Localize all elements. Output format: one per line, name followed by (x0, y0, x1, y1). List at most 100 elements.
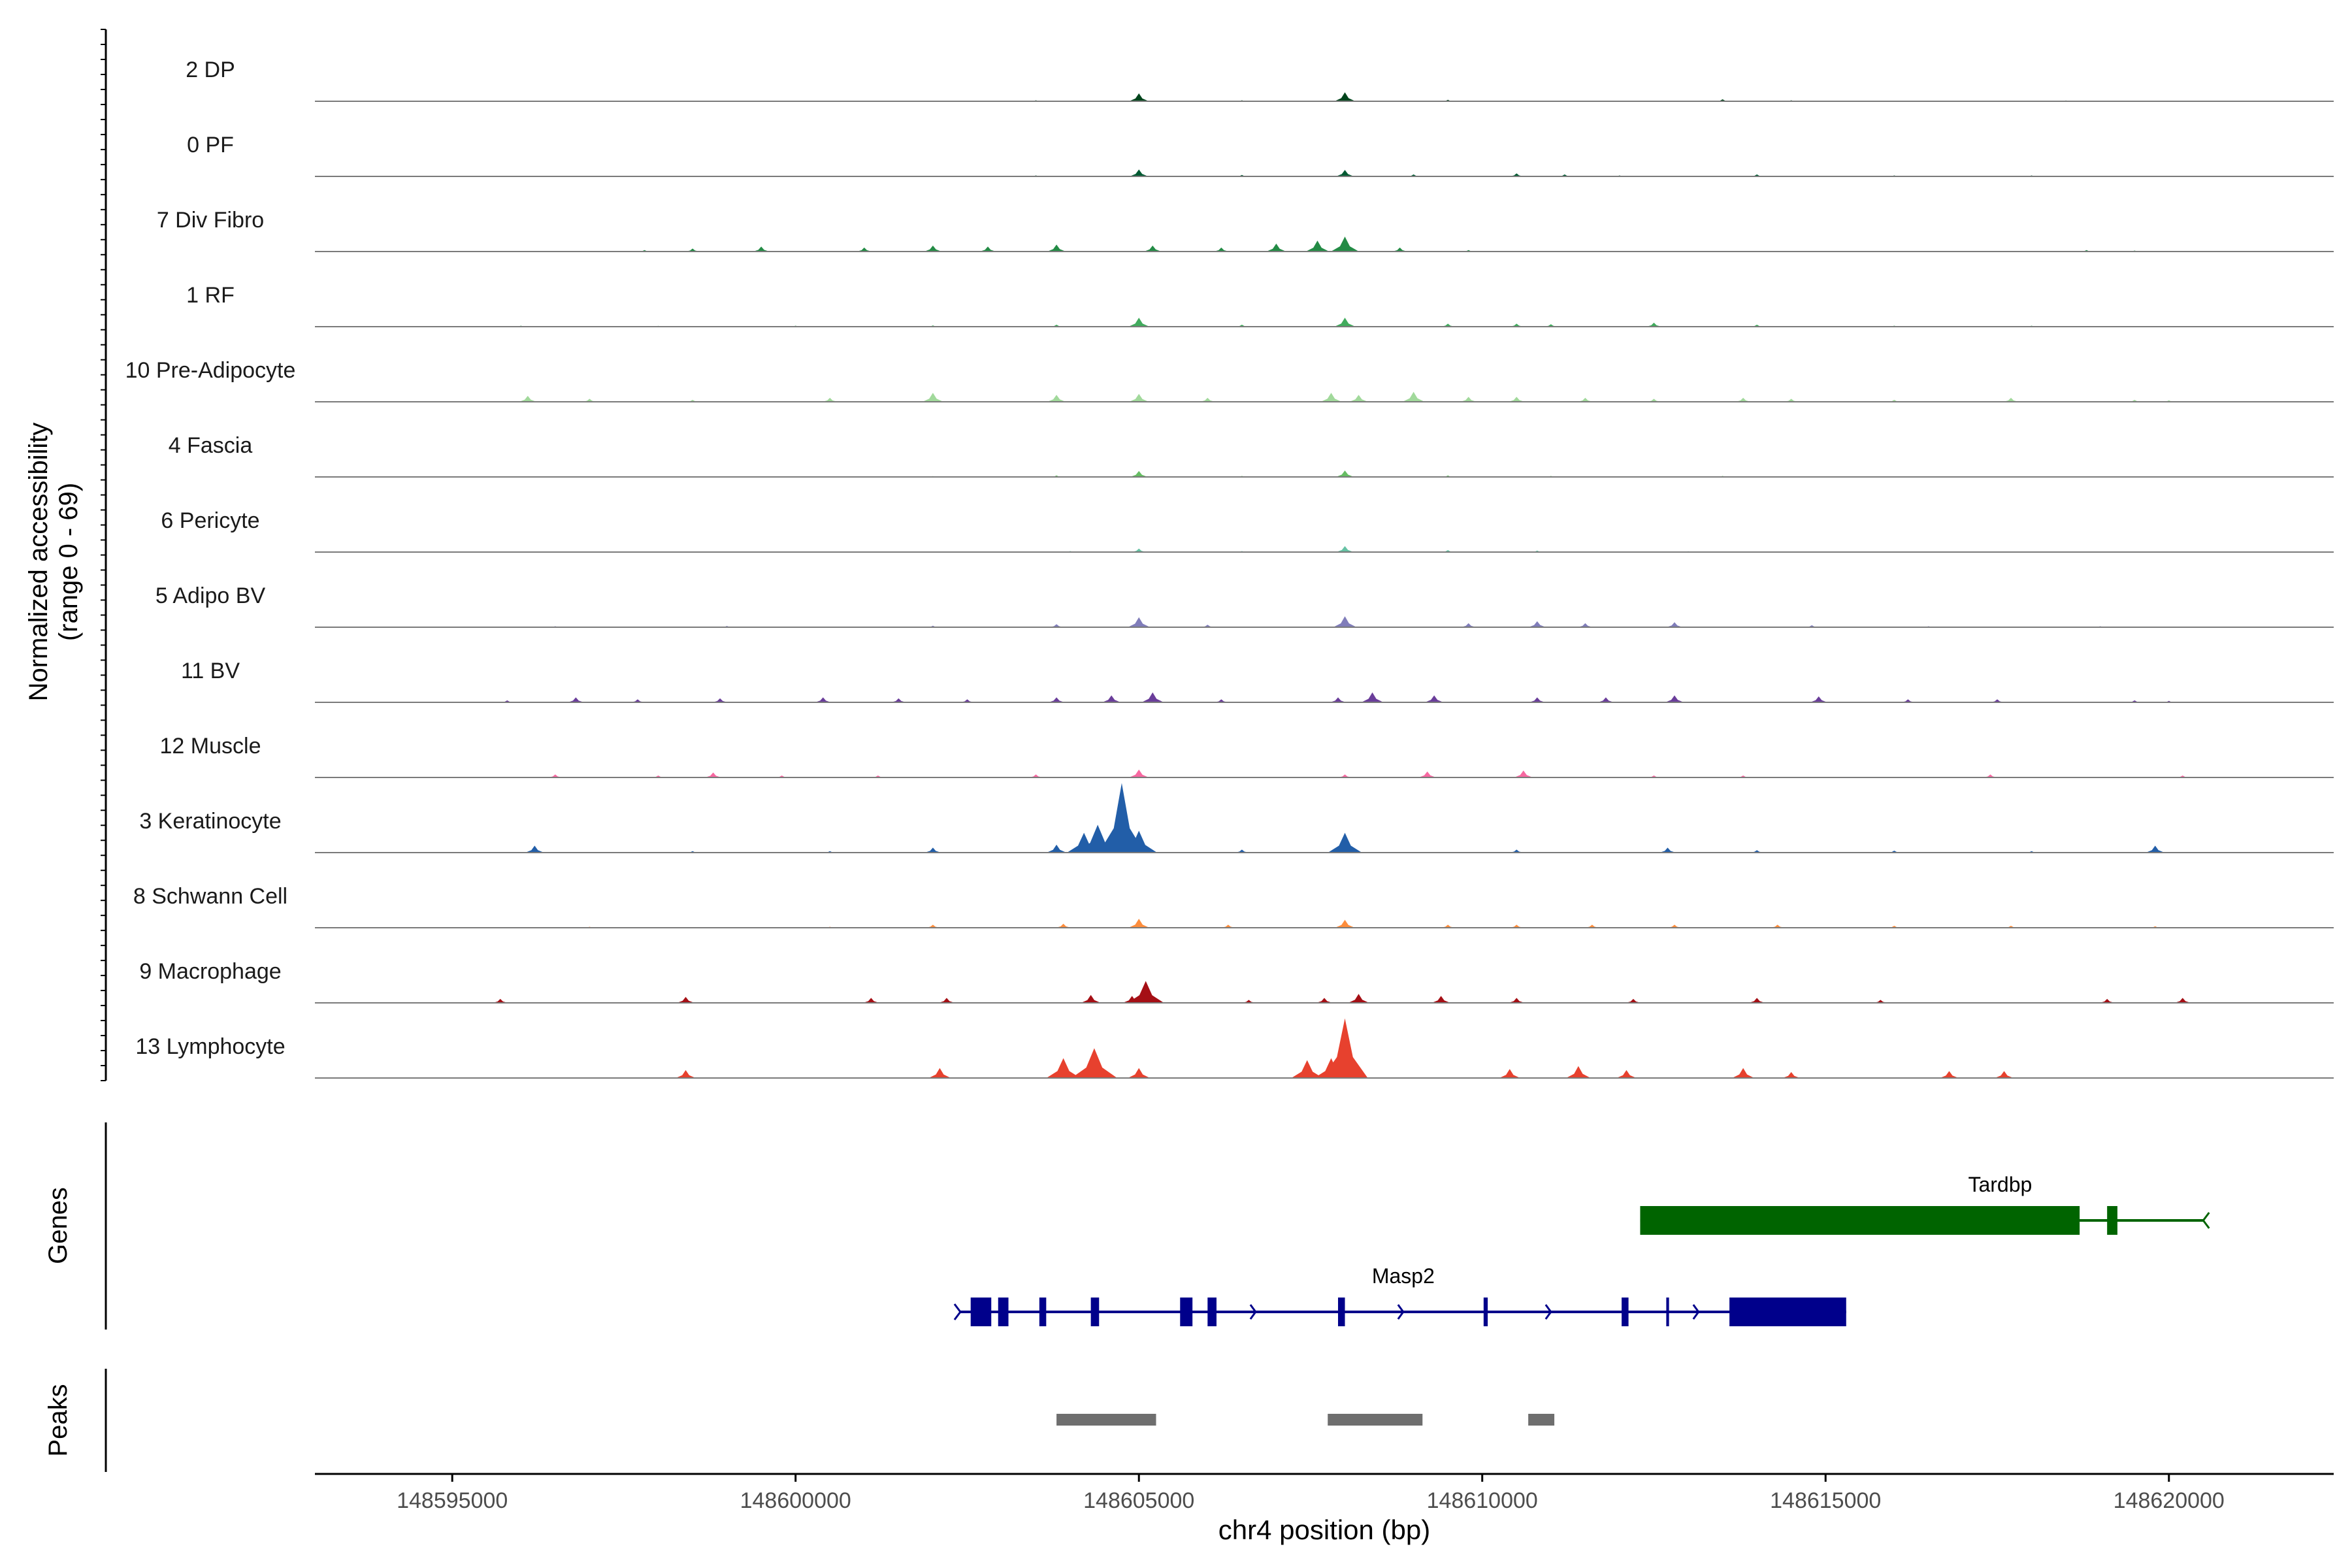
track-label: 11 BV (181, 659, 240, 683)
coverage-peak (1333, 616, 1357, 627)
coverage-peak (1509, 849, 1524, 853)
coverage-peak (1334, 92, 1356, 101)
gene-exon (1207, 1298, 1217, 1326)
track-1-rf: 1 RF (186, 283, 2334, 327)
coverage-peak (1529, 697, 1546, 702)
genes-panel-label: Genes (44, 1187, 73, 1264)
track-label: 10 Pre-Adipocyte (125, 358, 296, 383)
gene-tardbp: Tardbp (1640, 1173, 2210, 1235)
coverage-peak (519, 395, 537, 402)
coverage-peak (1666, 622, 1683, 627)
track-2-dp: 2 DP (186, 57, 2334, 102)
coverage-peak (1337, 774, 1352, 777)
coverage-peak (2003, 397, 2019, 402)
track-label: 13 Lymphocyte (135, 1034, 285, 1059)
x-tick-label: 148610000 (1427, 1488, 1538, 1513)
x-tick-label: 148605000 (1083, 1488, 1194, 1513)
coverage-peak (822, 397, 838, 402)
coverage-peak (1266, 243, 1286, 252)
gene-exon (2107, 1206, 2117, 1235)
coverage-peak (1127, 981, 1164, 1003)
coverage-peak (712, 698, 728, 702)
coverage-peak (753, 246, 770, 252)
coverage-peak (1129, 393, 1149, 402)
coverage-peak (1392, 247, 1408, 252)
strand-arrow (2202, 1212, 2210, 1229)
coverage-peak (1335, 919, 1355, 928)
coverage-peak (1418, 771, 1437, 777)
coverage-tracks: 2 DP 0 PF 7 Div Fibro 1 RF 10 Pre-Adipocyte 4… (125, 57, 2334, 1079)
track-3-keratinocyte: 3 Keratinocyte (139, 783, 2334, 853)
coverage-peak (1646, 399, 1661, 402)
coverage-peak (1646, 322, 1662, 327)
coverage-peak (862, 998, 879, 1003)
gene-exon (1622, 1298, 1629, 1326)
coverage-peak (1990, 699, 2004, 702)
track-7-div-fibro: 7 Div Fibro (157, 208, 2334, 252)
coverage-peak (1047, 244, 1066, 252)
peak-region-bar (1528, 1414, 1555, 1426)
coverage-peak (1983, 774, 1998, 777)
coverage-peak (1235, 849, 1249, 853)
peaks-panel-label: Peaks (44, 1384, 73, 1456)
track-11-bv: 11 BV (181, 659, 2334, 703)
coverage-peak (1305, 240, 1330, 252)
coverage-peak (1102, 695, 1121, 702)
coverage-peak (1128, 318, 1150, 327)
coverage-peak (890, 698, 906, 702)
coverage-peak (1348, 994, 1369, 1003)
coverage-peak (1143, 245, 1162, 252)
coverage-peak (1046, 844, 1067, 853)
coverage-peak (857, 247, 872, 252)
coverage-peak (548, 774, 563, 777)
x-axis: 148595000 148600000 148605000 148610000 1486… (397, 1474, 2225, 1513)
coverage-peak (1241, 1000, 1256, 1003)
coverage-peak (676, 1070, 696, 1078)
coverage-peak (1508, 397, 1525, 402)
coverage-peak (922, 393, 944, 402)
track-label: 12 Muscle (160, 734, 261, 759)
gene-exon (970, 1298, 992, 1326)
coverage-peak (1221, 924, 1235, 928)
coverage-peak (2174, 998, 2191, 1003)
strand-arrow (1397, 1304, 1405, 1320)
gene-exon (1666, 1298, 1669, 1326)
x-tick-label: 148600000 (740, 1488, 851, 1513)
coverage-peak (1514, 770, 1533, 777)
track-label: 8 Schwann Cell (133, 884, 287, 909)
coverage-peak (1132, 548, 1147, 552)
gene-exon (1180, 1298, 1193, 1326)
x-tick-label: 148615000 (1770, 1488, 1881, 1513)
coverage-peak (1291, 1060, 1323, 1078)
coverage-peak (705, 772, 722, 777)
coverage-peak (1320, 393, 1342, 402)
coverage-peak (677, 996, 694, 1003)
coverage-peak (1098, 783, 1145, 853)
coverage-peak (1049, 624, 1064, 627)
coverage-peak (630, 699, 645, 702)
x-tick-label: 148620000 (2114, 1488, 2225, 1513)
coverage-peak (1128, 919, 1150, 928)
coverage-peak (1508, 998, 1525, 1003)
coverage-peak (1048, 697, 1065, 702)
coverage-peak (582, 399, 597, 402)
coverage-peak (1431, 996, 1450, 1003)
coverage-peak (1200, 397, 1215, 402)
coverage-peak (924, 847, 941, 853)
coverage-peak (1566, 1066, 1591, 1078)
gene-exon (1640, 1206, 2080, 1235)
track-label: 6 Pericyte (161, 508, 259, 533)
coverage-peak (1129, 93, 1149, 101)
x-axis-title: chr4 position (bp) (1218, 1514, 1431, 1545)
coverage-peak (1784, 399, 1799, 402)
coverage-peak (1441, 924, 1455, 928)
coverage-peak (1901, 699, 1916, 702)
gene-exon (1039, 1298, 1047, 1326)
coverage-peak (1361, 692, 1384, 702)
coverage-peak (1625, 998, 1641, 1003)
peak-region-bar (1056, 1414, 1156, 1426)
coverage-peak (815, 697, 832, 702)
coverage-peak (928, 1068, 951, 1078)
track-5-adipo-bv: 5 Adipo BV (155, 583, 2334, 628)
